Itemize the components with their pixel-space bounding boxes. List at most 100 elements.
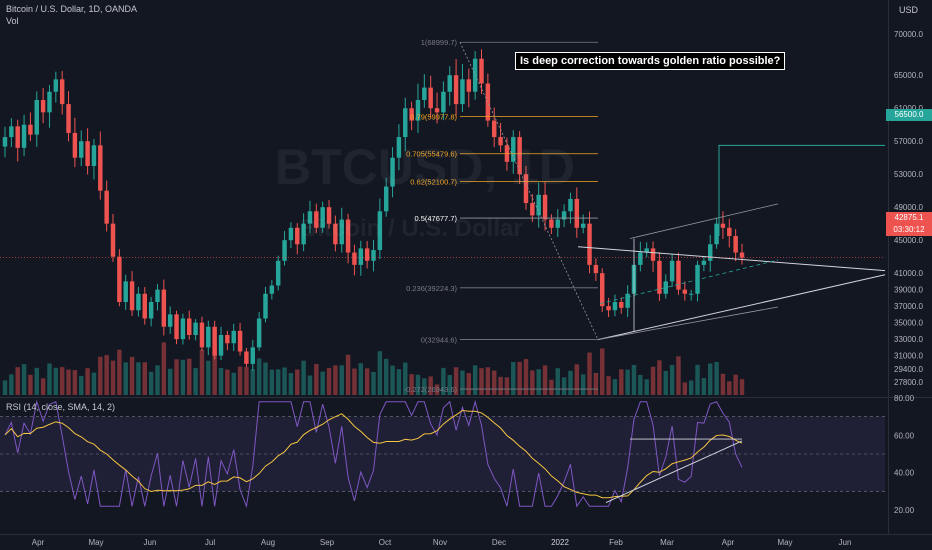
volume-bar — [720, 373, 726, 395]
candle-body — [415, 99, 421, 121]
time-tick: Apr — [32, 538, 45, 547]
candle-body — [593, 264, 599, 274]
volume-bar — [580, 374, 586, 395]
volume-bar — [34, 367, 39, 395]
candle-body — [644, 248, 649, 253]
candle-body — [180, 318, 186, 340]
currency-label[interactable]: USD — [898, 5, 918, 15]
price-tick: 37000.0 — [894, 302, 923, 311]
volume-label[interactable]: Vol — [6, 16, 19, 26]
volume-bar — [517, 361, 522, 395]
candle-body — [34, 99, 39, 135]
upper-channel-line — [629, 203, 779, 239]
candle-body — [587, 223, 592, 265]
volume-bar — [638, 374, 643, 395]
volume-bar — [47, 363, 52, 395]
time-axis-border — [0, 534, 932, 535]
lower-channel-line — [597, 306, 779, 340]
candle-body — [104, 190, 109, 224]
rsi-tick: 80.00 — [894, 394, 915, 403]
volume-bar — [574, 364, 580, 395]
volume-bar — [669, 364, 675, 395]
volume-bar — [593, 372, 599, 395]
candle-body — [72, 132, 78, 158]
volume-bar — [415, 374, 421, 395]
candle-body — [638, 252, 643, 265]
volume-bar — [390, 365, 395, 395]
candle-body — [663, 281, 668, 294]
volume-bar — [333, 365, 338, 395]
candle-body — [498, 137, 503, 146]
candle-body — [650, 248, 656, 261]
candle-body — [542, 194, 548, 220]
candle-body — [91, 145, 97, 166]
volume-bar — [739, 379, 745, 395]
volume-bar — [504, 377, 510, 395]
candle-body — [409, 108, 414, 121]
volume-bar — [161, 342, 167, 395]
candle-body — [333, 223, 338, 245]
candle-body — [66, 104, 71, 133]
volume-bar — [180, 359, 186, 395]
volume-bar — [218, 368, 224, 395]
time-tick: Oct — [379, 538, 392, 547]
candle-body — [129, 281, 135, 311]
candle-body — [345, 219, 351, 253]
candle-body — [727, 227, 732, 237]
volume-bar — [301, 360, 306, 395]
time-tick: Mar — [660, 538, 674, 547]
rsi-title[interactable]: RSI (14, close, SMA, 14, 2) — [6, 402, 116, 412]
watermark-ticker: BTCUSD, 1D — [275, 139, 576, 195]
volume-bar — [212, 347, 217, 395]
candle-body — [530, 203, 535, 216]
volume-bar — [485, 367, 491, 395]
candle-body — [320, 207, 325, 228]
volume-bar — [650, 366, 656, 395]
candle-body — [396, 137, 402, 158]
candle-body — [708, 244, 713, 261]
volume-bar — [606, 376, 611, 395]
candle-body — [580, 223, 586, 228]
candle-body — [574, 198, 580, 228]
candle-body — [619, 302, 624, 308]
rsi-tick: 40.00 — [894, 469, 915, 478]
volume-bar — [364, 368, 370, 395]
volume-bar — [110, 360, 116, 395]
volume-bar — [59, 367, 65, 395]
volume-bar — [206, 360, 211, 395]
candle-body — [110, 223, 116, 257]
volume-bar — [701, 378, 707, 395]
volume-bar — [447, 375, 452, 395]
candle-body — [568, 198, 573, 212]
wedge-bottom-line — [597, 274, 886, 341]
price-axis-border — [888, 0, 889, 534]
candle-body — [523, 174, 529, 204]
volume-bar — [676, 356, 681, 395]
volume-bar — [314, 363, 319, 395]
symbol-title[interactable]: Bitcoin / U.S. Dollar, 1D, OANDA — [6, 4, 138, 14]
volume-bar — [491, 370, 497, 395]
volume-bar — [460, 370, 465, 395]
volume-bar — [587, 352, 592, 395]
price-tick: 57000.0 — [894, 137, 923, 146]
volume-bar — [21, 364, 27, 395]
volume-bar — [498, 376, 503, 395]
volume-bar — [657, 360, 662, 395]
candle-body — [383, 186, 389, 212]
price-tick: 27800.0 — [894, 378, 923, 387]
volume-bar — [631, 364, 637, 395]
candle-body — [536, 194, 541, 216]
idea-annotation[interactable]: Is deep correction towards golden ratio … — [515, 52, 786, 70]
candle-body — [282, 240, 287, 261]
volume-bar — [339, 365, 344, 395]
volume-bar — [282, 367, 287, 395]
candle-body — [466, 79, 472, 92]
volume-bar — [568, 370, 573, 395]
volume-bar — [549, 379, 554, 395]
candle-body — [142, 293, 147, 319]
target-line — [718, 144, 885, 237]
price-tick: 49000.0 — [894, 203, 923, 212]
price-tick: 61000.0 — [894, 104, 923, 113]
